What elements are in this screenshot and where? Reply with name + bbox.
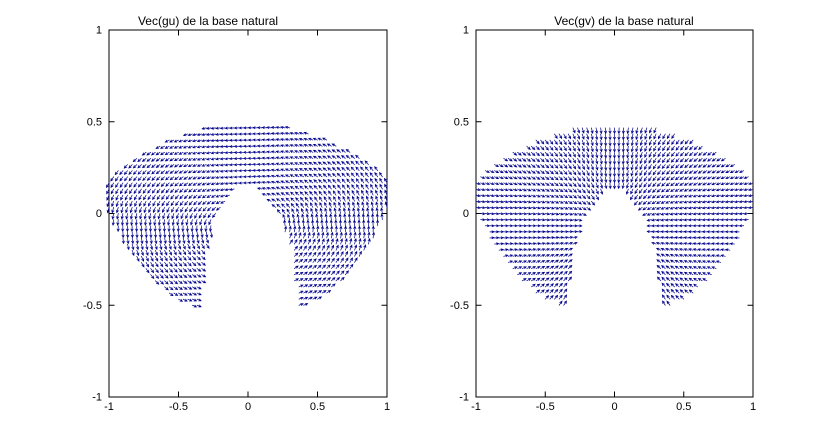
svg-text:0: 0 xyxy=(463,208,469,220)
svg-text:0.5: 0.5 xyxy=(87,116,102,128)
svg-text:-1: -1 xyxy=(104,401,114,413)
svg-text:-1: -1 xyxy=(92,392,102,404)
svg-text:0: 0 xyxy=(611,401,617,413)
svg-text:-1: -1 xyxy=(459,392,469,404)
svg-text:0.5: 0.5 xyxy=(310,401,325,413)
svg-text:0.5: 0.5 xyxy=(454,116,469,128)
svg-text:1: 1 xyxy=(384,401,390,413)
svg-text:0: 0 xyxy=(96,208,102,220)
svg-text:-0.5: -0.5 xyxy=(169,401,188,413)
svg-text:-0.5: -0.5 xyxy=(450,300,469,312)
svg-text:0.5: 0.5 xyxy=(676,401,691,413)
svg-text:-1: -1 xyxy=(471,401,481,413)
svg-text:1: 1 xyxy=(96,25,102,37)
svg-text:0: 0 xyxy=(245,401,251,413)
svg-text:-0.5: -0.5 xyxy=(83,300,102,312)
svg-text:1: 1 xyxy=(463,25,469,37)
svg-text:-0.5: -0.5 xyxy=(536,401,555,413)
svg-text:1: 1 xyxy=(750,401,756,413)
